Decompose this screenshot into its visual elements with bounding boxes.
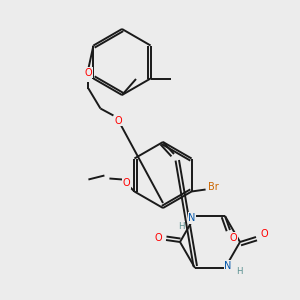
Text: O: O [260,229,268,239]
Text: N: N [188,213,196,223]
Text: N: N [224,261,232,271]
Text: H: H [236,268,242,277]
Text: O: O [115,116,122,125]
Text: O: O [229,233,237,243]
Text: H: H [178,221,184,230]
Text: O: O [154,233,162,243]
Text: O: O [123,178,130,188]
Text: Br: Br [208,182,219,193]
Text: O: O [85,68,92,77]
